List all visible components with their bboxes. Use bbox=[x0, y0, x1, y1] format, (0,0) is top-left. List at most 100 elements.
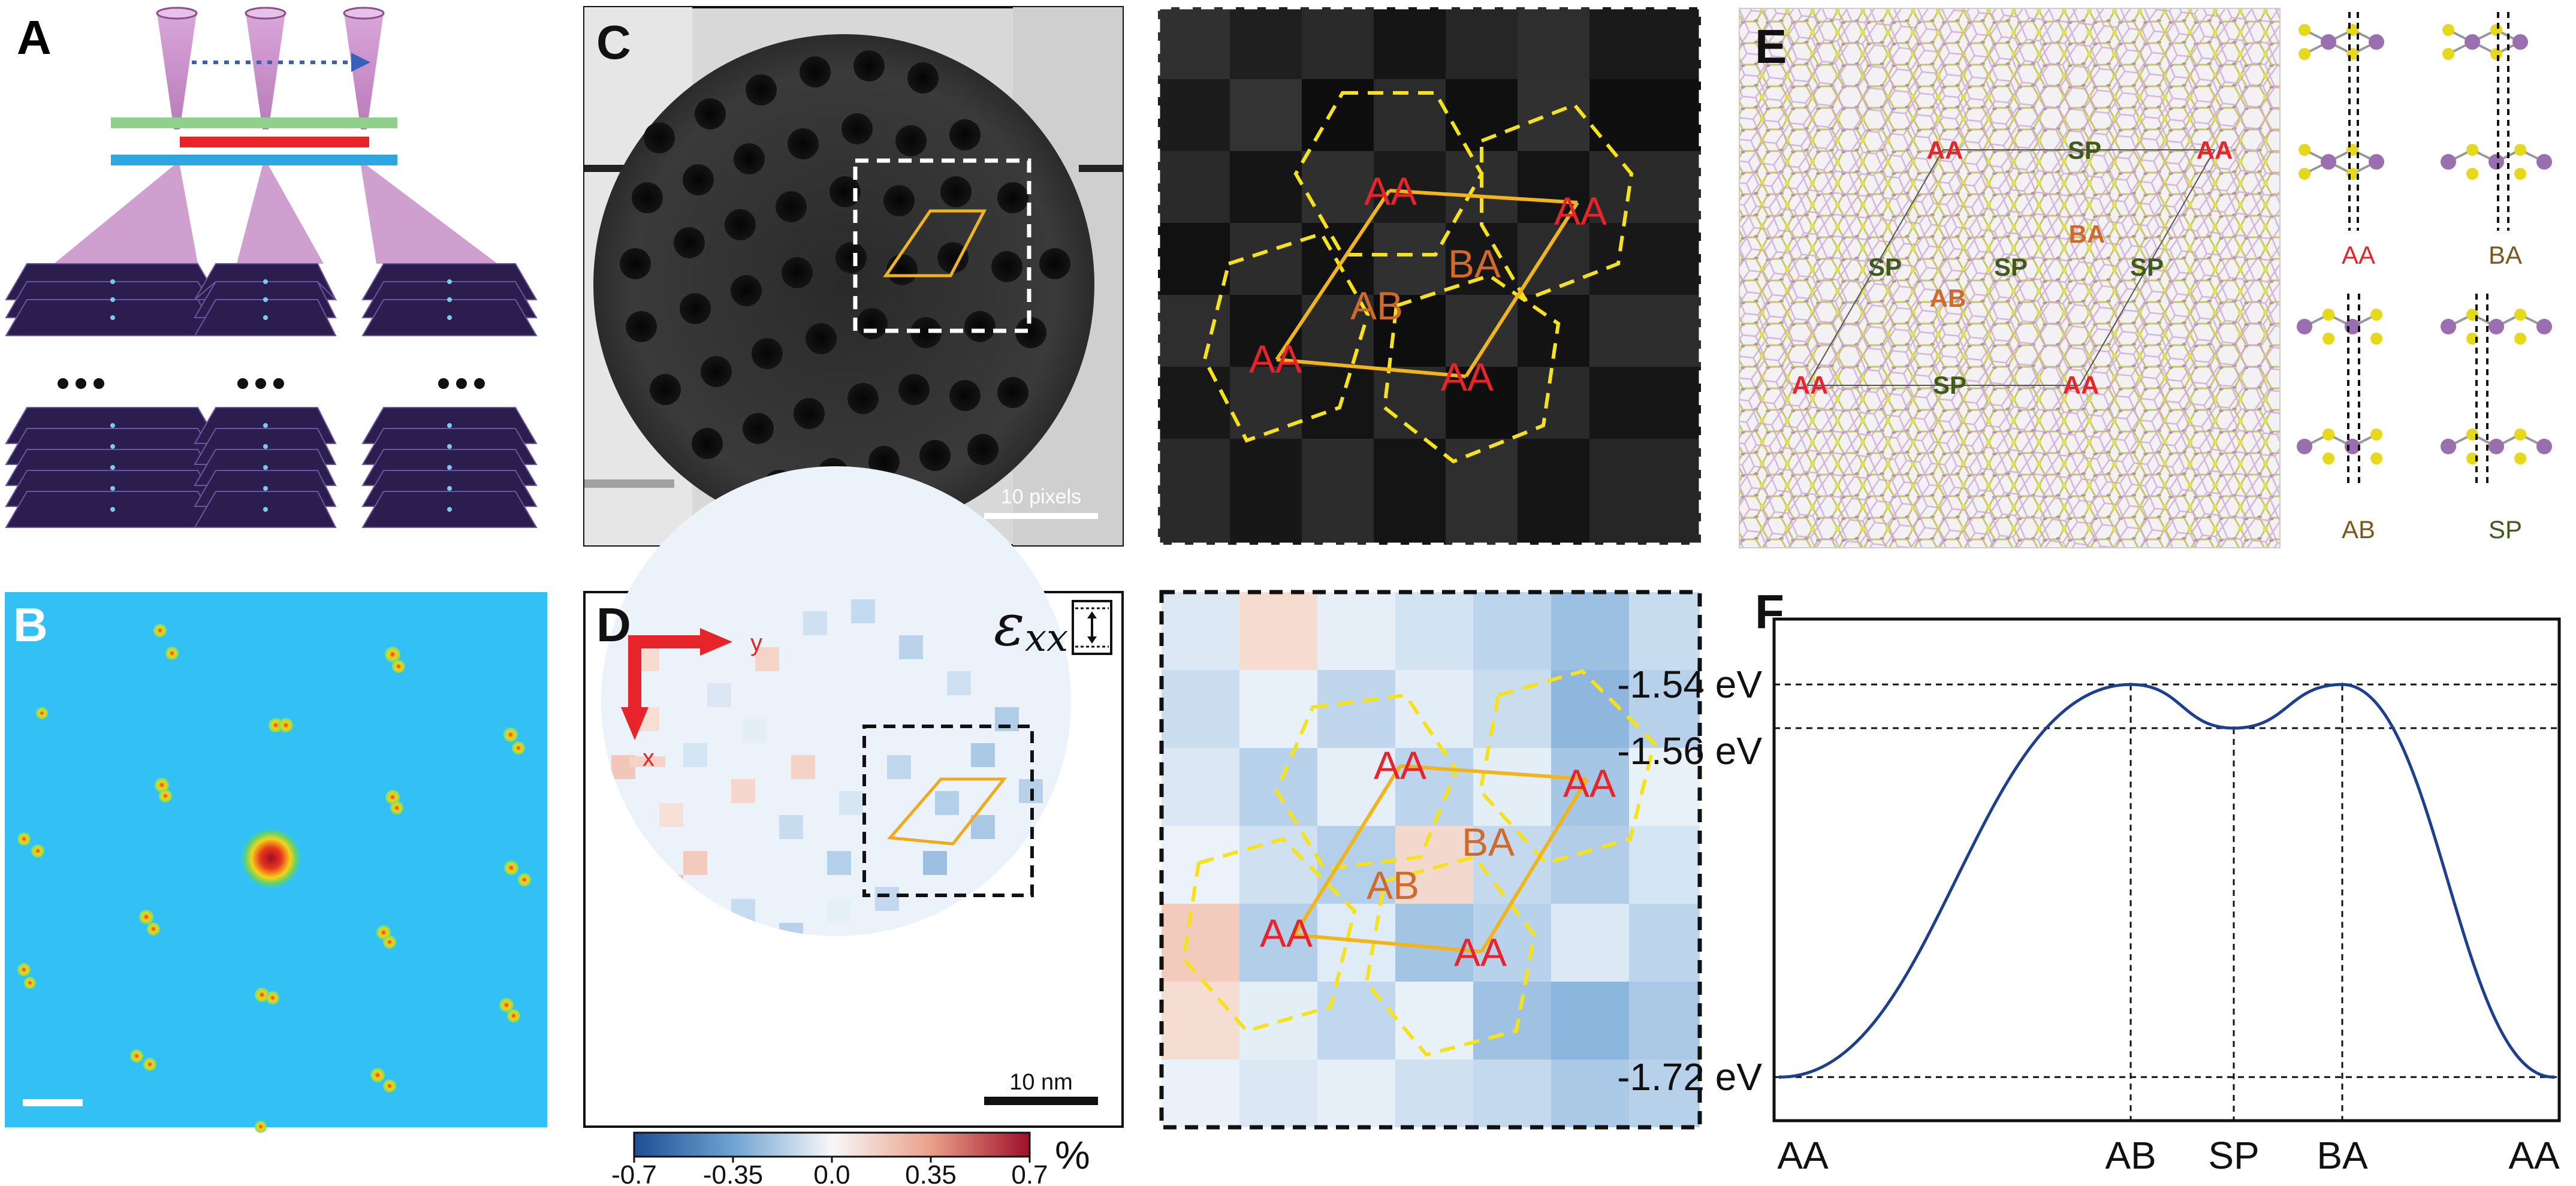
scale-bar bbox=[984, 1097, 1098, 1105]
map-label-aa: AA bbox=[1792, 371, 1829, 399]
zoom-label-aa: AA bbox=[1554, 189, 1607, 233]
zoom-label-aa: AA bbox=[1441, 355, 1494, 399]
panel-c-image: 10 pixels C bbox=[583, 6, 1124, 547]
zoom-region-box bbox=[853, 158, 1031, 333]
sample-layers bbox=[111, 117, 397, 165]
x-tick-label: AA bbox=[2508, 1134, 2560, 1177]
x-tick-label: BA bbox=[2316, 1134, 2368, 1177]
colorbar-tick: -0.35 bbox=[703, 1160, 763, 1186]
scale-bar bbox=[23, 1099, 83, 1106]
stacking-ab: AB bbox=[2297, 294, 2382, 544]
probe-cones bbox=[156, 7, 385, 129]
chart-axes bbox=[1772, 617, 2561, 1122]
map-label-aa: AA bbox=[2197, 136, 2233, 164]
panel-f: F -1.54 eV -1.56 eV -1.72 eV AA AB SP BA… bbox=[1617, 585, 2561, 1177]
panel-e-label: E bbox=[1755, 20, 1787, 73]
stacking-aa: AA bbox=[2299, 12, 2384, 269]
panel-b-label: B bbox=[13, 598, 48, 651]
data-point bbox=[2340, 683, 2344, 687]
colorbar-tick: 0.35 bbox=[905, 1160, 957, 1186]
chart-guides bbox=[1774, 683, 2559, 1121]
energy-curve bbox=[1779, 683, 2554, 1079]
data-point bbox=[1778, 1075, 1782, 1079]
moire-unit-cell bbox=[886, 777, 1008, 846]
ellipsis-dots bbox=[58, 378, 485, 389]
data-point bbox=[2129, 683, 2132, 687]
axis-y-label: y bbox=[750, 630, 762, 656]
central-beam bbox=[241, 828, 301, 888]
panel-e: AA AA AA AA SP SP SP SP SP BA AB E bbox=[1739, 8, 2552, 548]
map-label-ab: AB bbox=[1930, 284, 1966, 312]
data-point bbox=[2551, 1075, 2555, 1079]
zoom-label-ab: AB bbox=[1367, 863, 1419, 907]
stacking-label-sp: SP bbox=[2488, 515, 2522, 544]
strain-symbol: ε xx bbox=[994, 592, 1112, 660]
panel-d-label: D bbox=[596, 598, 631, 651]
map-label-aa: AA bbox=[2063, 371, 2100, 399]
zoom-unit-cell bbox=[1275, 189, 1579, 378]
stacking-structures: AA BA bbox=[2297, 12, 2552, 544]
map-label-sp: SP bbox=[1868, 253, 1902, 281]
stacking-sp: SP bbox=[2441, 294, 2552, 544]
zoom-label-ba: BA bbox=[1448, 242, 1501, 286]
stacking-label-ba: BA bbox=[2488, 241, 2522, 269]
colorbar-tick: 0.0 bbox=[813, 1160, 850, 1186]
map-label-ba: BA bbox=[2069, 220, 2106, 248]
panel-a-label: A bbox=[17, 11, 52, 64]
sample-disc bbox=[593, 34, 1094, 535]
moire-holes bbox=[620, 50, 1070, 501]
stacking-ba: BA bbox=[2441, 12, 2552, 269]
zoom-label-aa: AA bbox=[1249, 337, 1302, 381]
moire-lattice bbox=[1739, 8, 2280, 548]
y-tick-label: -1.56 eV bbox=[1617, 729, 1762, 772]
chart-points bbox=[1778, 683, 2555, 1079]
colorbar: -0.7 -0.35 0.0 0.35 0.7 % bbox=[611, 1131, 1090, 1186]
panel-a: A bbox=[5, 7, 538, 528]
data-point bbox=[2232, 726, 2236, 730]
zoom-label-aa: AA bbox=[1364, 169, 1417, 213]
strain-subscript: xx bbox=[1025, 616, 1068, 660]
colorbar-unit: % bbox=[1055, 1133, 1090, 1177]
zoom-region-box bbox=[862, 725, 1034, 897]
zoom-label-aa: AA bbox=[1454, 930, 1507, 974]
scan-arrow bbox=[192, 53, 370, 72]
scale-bar bbox=[984, 513, 1098, 519]
scale-bar-label: 10 pixels bbox=[1001, 485, 1081, 508]
x-tick-label: AB bbox=[2105, 1134, 2156, 1177]
zoom-unit-cell bbox=[1293, 764, 1589, 953]
zoom-label-aa: AA bbox=[1563, 761, 1616, 805]
stacking-label-aa: AA bbox=[2342, 241, 2375, 269]
panel-b: B bbox=[5, 592, 547, 1133]
pattern-stacks-top bbox=[5, 263, 538, 336]
scale-bar-label: 10 nm bbox=[1009, 1070, 1073, 1095]
diffraction-cones bbox=[54, 165, 497, 264]
x-tick-label: SP bbox=[2208, 1134, 2259, 1177]
map-label-sp: SP bbox=[2068, 136, 2101, 164]
panel-c-zoom: AA AA AA AA AB BA bbox=[1156, 5, 1703, 547]
strain-epsilon: ε bbox=[994, 592, 1025, 659]
panel-c-label: C bbox=[596, 16, 631, 69]
map-label-sp: SP bbox=[2130, 253, 2164, 281]
hexagon-outlines bbox=[1181, 669, 1657, 1057]
pattern-stacks-bottom bbox=[5, 407, 538, 528]
stacking-label-ab: AB bbox=[2342, 515, 2375, 544]
x-tick-label: AA bbox=[1777, 1134, 1829, 1177]
map-label-sp: SP bbox=[1994, 253, 2028, 281]
hexagon-outlines bbox=[1202, 91, 1634, 464]
supercell-outline bbox=[1806, 149, 2215, 386]
bragg-spots bbox=[17, 624, 531, 1133]
y-tick-label: -1.72 eV bbox=[1617, 1055, 1762, 1099]
zoom-label-ba: BA bbox=[1462, 820, 1515, 864]
map-label-sp: SP bbox=[1933, 371, 1966, 399]
panel-d-zoom: AA AA AA AA AB BA bbox=[1159, 590, 1702, 1130]
colorbar-tick: -0.7 bbox=[611, 1160, 657, 1186]
axis-arrows: y x bbox=[621, 628, 762, 771]
zoom-pixels bbox=[1158, 7, 1701, 545]
colorbar-tick: 0.7 bbox=[1011, 1160, 1048, 1186]
axis-x-label: x bbox=[643, 745, 654, 771]
panel-d-image: y x ε xx 10 nm D bbox=[583, 466, 1124, 1128]
zoom-label-ab: AB bbox=[1350, 283, 1403, 328]
map-label-aa: AA bbox=[1927, 136, 1963, 164]
moire-unit-cell bbox=[883, 209, 987, 277]
